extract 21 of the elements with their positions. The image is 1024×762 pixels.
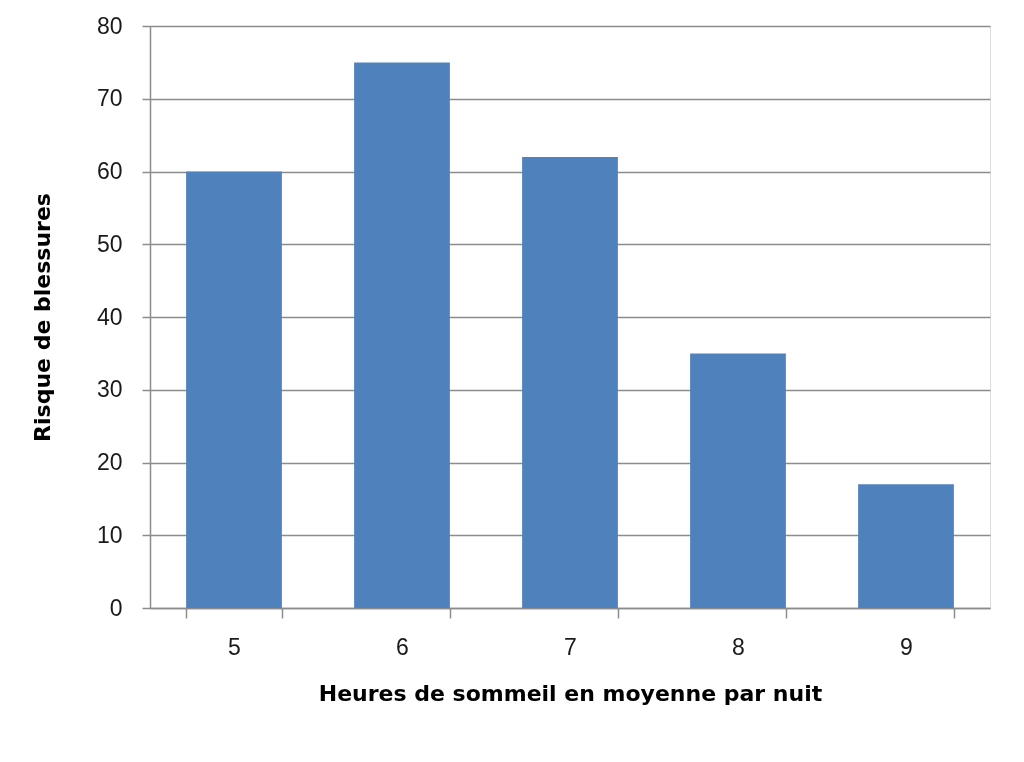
x-tick-label: 7 (564, 633, 577, 660)
y-tick-label: 80 (96, 12, 123, 39)
y-tick-label: 30 (96, 376, 123, 403)
x-tick-label: 9 (900, 633, 913, 660)
bar (354, 62, 450, 608)
y-tick-label: 50 (96, 230, 123, 257)
x-tick-label: 6 (396, 633, 409, 660)
x-tick-label: 5 (228, 633, 241, 660)
y-tick-label: 60 (96, 158, 123, 184)
y-tick-label: 40 (96, 303, 123, 330)
y-tick-label: 0 (109, 594, 123, 621)
y-tick-label: 10 (96, 521, 123, 548)
y-tick-label: 20 (96, 449, 123, 475)
x-tick-label: 8 (732, 633, 745, 660)
y-axis-title: Risque de blessures (29, 193, 55, 442)
bar (858, 484, 954, 608)
bar (522, 156, 618, 608)
x-axis-title: Heures de sommeil en moyenne par nuit (318, 680, 823, 706)
bar (690, 353, 786, 608)
y-tick-label: 70 (96, 85, 123, 112)
bar (186, 171, 282, 608)
